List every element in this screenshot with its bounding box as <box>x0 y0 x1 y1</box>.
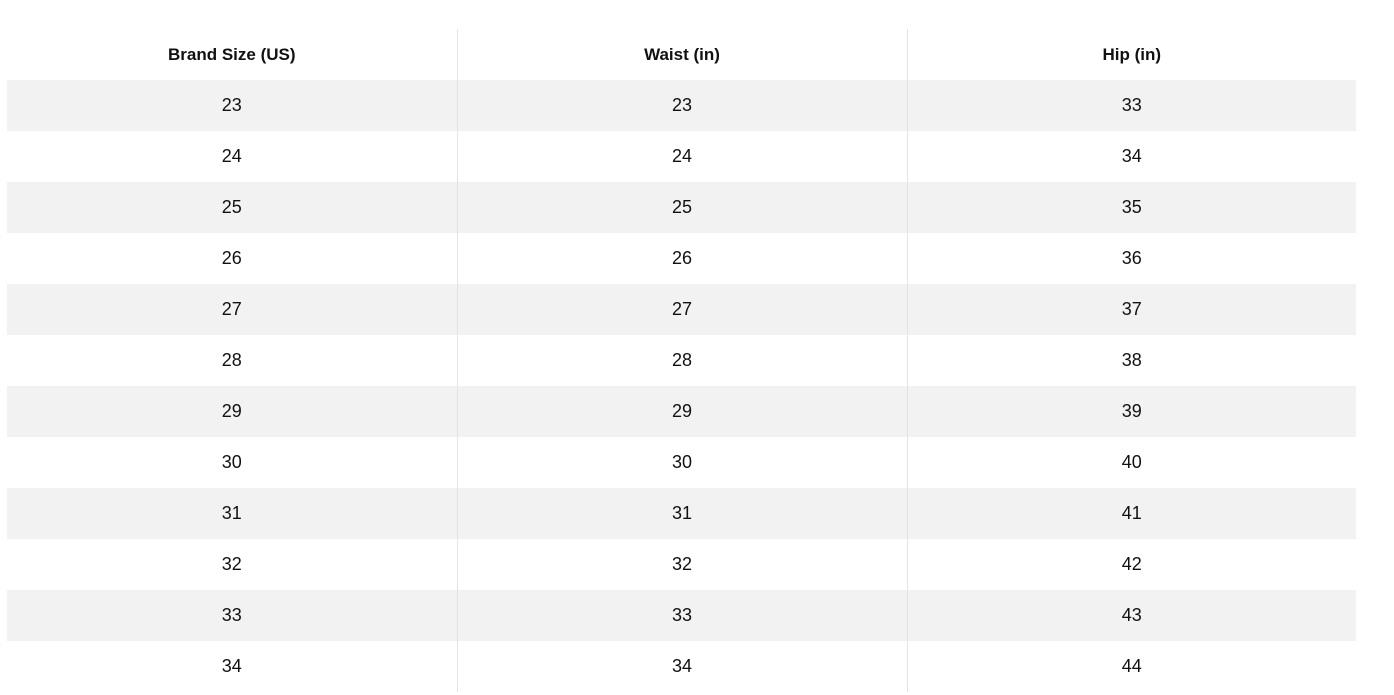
table-body: 23 23 33 24 24 34 25 25 35 26 26 36 27 27 37 28 28 38 29 29… <box>7 80 1356 692</box>
cell-hip: 44 <box>906 641 1356 692</box>
cell-waist: 24 <box>456 131 907 182</box>
cell-hip: 38 <box>906 335 1356 386</box>
table-row: 33 33 43 <box>7 590 1356 641</box>
table-row: 23 23 33 <box>7 80 1356 131</box>
table-row: 34 34 44 <box>7 641 1356 692</box>
table-row: 32 32 42 <box>7 539 1356 590</box>
cell-brand-size: 32 <box>221 554 242 574</box>
table-row: 30 30 40 <box>7 437 1356 488</box>
cell-hip: 37 <box>906 284 1356 335</box>
cell-hip: 33 <box>906 80 1356 131</box>
cell-hip: 36 <box>906 233 1356 284</box>
cell-brand-size: 28 <box>221 350 242 370</box>
cell-brand-size: 30 <box>221 452 242 472</box>
table-row: 31 31 41 <box>7 488 1356 539</box>
header-brand-size: Brand Size (US) <box>167 44 296 64</box>
cell-brand-size: 29 <box>221 401 242 421</box>
size-chart-table: Brand Size (US) Waist (in) Hip (in) 23 23… <box>7 29 1356 692</box>
cell-brand-size: 23 <box>221 95 242 115</box>
cell-waist: 28 <box>456 335 907 386</box>
table-row: 29 29 39 <box>7 386 1356 437</box>
cell-brand-size: 25 <box>221 197 242 217</box>
cell-brand-size: 33 <box>221 605 242 625</box>
cell-waist: 33 <box>456 590 907 641</box>
cell-hip: 34 <box>906 131 1356 182</box>
cell-brand-size: 24 <box>221 146 242 166</box>
header-waist: Waist (in) <box>456 29 907 80</box>
cell-hip: 42 <box>906 539 1356 590</box>
header-hip: Hip (in) <box>906 29 1356 80</box>
cell-brand-size: 26 <box>221 248 242 268</box>
cell-hip: 39 <box>906 386 1356 437</box>
table-row: 26 26 36 <box>7 233 1356 284</box>
header-row: Brand Size (US) Waist (in) Hip (in) <box>7 29 1356 80</box>
cell-hip: 41 <box>906 488 1356 539</box>
cell-brand-size: 27 <box>221 299 242 319</box>
cell-waist: 30 <box>456 437 907 488</box>
cell-hip: 40 <box>906 437 1356 488</box>
table-row: 27 27 37 <box>7 284 1356 335</box>
cell-waist: 32 <box>456 539 907 590</box>
table-row: 24 24 34 <box>7 131 1356 182</box>
cell-waist: 26 <box>456 233 907 284</box>
cell-hip: 43 <box>906 590 1356 641</box>
cell-waist: 31 <box>456 488 907 539</box>
cell-waist: 25 <box>456 182 907 233</box>
cell-brand-size: 31 <box>221 503 242 523</box>
table-row: 28 28 38 <box>7 335 1356 386</box>
cell-waist: 27 <box>456 284 907 335</box>
cell-hip: 35 <box>906 182 1356 233</box>
cell-brand-size: 34 <box>221 656 242 676</box>
cell-waist: 34 <box>456 641 907 692</box>
table-row: 25 25 35 <box>7 182 1356 233</box>
cell-waist: 23 <box>456 80 907 131</box>
cell-waist: 29 <box>456 386 907 437</box>
